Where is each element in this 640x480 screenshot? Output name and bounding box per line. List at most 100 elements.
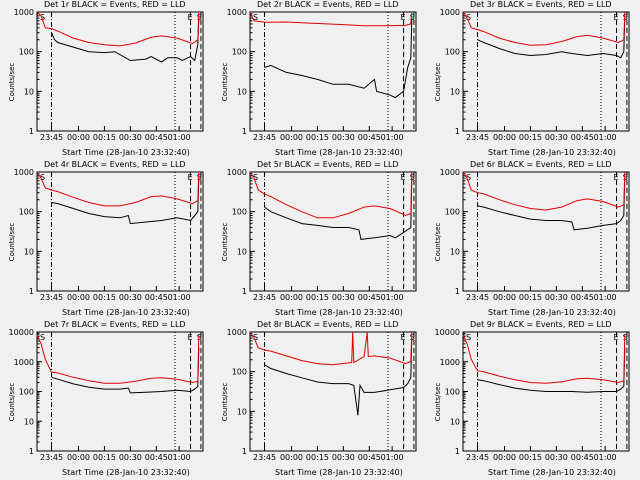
x-tick-label: 00:45 — [145, 133, 168, 142]
marker-s-label: S — [410, 173, 415, 182]
marker-s-label: S — [623, 173, 628, 182]
x-tick-label: 00:30 — [332, 133, 355, 142]
axes-frame — [36, 331, 204, 452]
y-tick-label: 1 — [455, 127, 460, 136]
panel-title: Det 9r BLACK = Events, RED = LLD — [470, 320, 612, 329]
x-tick-label: 00:45 — [571, 133, 594, 142]
x-tick-label: 00:00 — [67, 293, 90, 302]
x-tick-label: 00:00 — [67, 133, 90, 142]
marker-s-label: S — [197, 13, 202, 22]
x-tick-label: 23:45 — [466, 453, 489, 462]
lld-series-line — [462, 11, 626, 46]
panel-plot: 1 10 100 1000 23:45 00:00 00:15 00:30 00:45 01:00… — [440, 8, 630, 142]
panel-title: Det 8r BLACK = Events, RED = LLD — [257, 320, 399, 329]
axes-frame — [249, 11, 417, 132]
x-axis-label: Start Time (28-Jan-10 23:32:40) — [488, 308, 616, 317]
marker-s-label: S — [466, 13, 471, 22]
detector-panel-1: Det 1r BLACK = Events, RED = LLD Start Ti… — [0, 0, 213, 160]
panel-plot: 1 10 100 1000 10000 23:45 00:00 00:15 00:30 00:45… — [9, 328, 204, 462]
x-tick-label: 00:45 — [145, 293, 168, 302]
y-tick-label: 1 — [242, 287, 247, 296]
events-series-line — [51, 347, 200, 394]
y-tick-label: 10 — [237, 87, 247, 96]
y-tick-label: 1000 — [227, 8, 247, 17]
x-tick-label: 00:45 — [571, 293, 594, 302]
x-tick-label: 00:30 — [119, 453, 142, 462]
lld-series-line — [249, 11, 413, 27]
panel-plot: 1 10 100 1000 23:45 00:00 00:15 00:30 00:45 01:00… — [227, 168, 417, 302]
marker-s-label: S — [623, 333, 628, 342]
x-tick-label: 23:45 — [466, 133, 489, 142]
x-tick-label: 00:00 — [493, 133, 516, 142]
detector-panel-2: Det 2r BLACK = Events, RED = LLD Start Ti… — [213, 0, 426, 160]
marker-e-label: E — [400, 333, 405, 342]
marker-e-label: E — [613, 173, 618, 182]
x-tick-label: 00:45 — [145, 453, 168, 462]
x-tick-label: 01:00 — [594, 293, 617, 302]
x-tick-label: 23:45 — [253, 293, 276, 302]
x-tick-label: 00:45 — [358, 293, 381, 302]
x-axis-label: Start Time (28-Jan-10 23:32:40) — [275, 308, 403, 317]
y-tick-label: 1000 — [227, 168, 247, 177]
y-tick-label: 1000 — [14, 8, 34, 17]
y-tick-label: 10 — [450, 247, 460, 256]
panel-title: Det 6r BLACK = Events, RED = LLD — [470, 160, 612, 169]
marker-s-label: S — [40, 13, 45, 22]
y-tick-label: 100 — [232, 208, 247, 217]
y-tick-label: 100 — [445, 48, 460, 57]
x-tick-label: 00:30 — [332, 293, 355, 302]
x-tick-label: 00:00 — [280, 133, 303, 142]
detector-panel-6: Det 6r BLACK = Events, RED = LLD Start Ti… — [426, 160, 639, 320]
y-tick-label: 10000 — [435, 328, 460, 337]
x-tick-label: 00:15 — [93, 133, 116, 142]
marker-s-label: S — [253, 13, 258, 22]
panel-title: Det 2r BLACK = Events, RED = LLD — [257, 0, 399, 9]
x-tick-label: 00:15 — [93, 293, 116, 302]
x-axis-label: Start Time (28-Jan-10 23:32:40) — [275, 468, 403, 477]
axes-frame — [249, 331, 417, 452]
x-tick-label: 23:45 — [253, 133, 276, 142]
x-tick-label: 00:15 — [93, 453, 116, 462]
y-tick-label: 1 — [29, 287, 34, 296]
detector-panel-9: Det 9r BLACK = Events, RED = LLD Start Ti… — [426, 320, 639, 480]
x-tick-label: 00:15 — [519, 293, 542, 302]
detector-panel-5: Det 5r BLACK = Events, RED = LLD Start Ti… — [213, 160, 426, 320]
lld-series-line — [462, 334, 626, 384]
marker-s-label: S — [40, 173, 45, 182]
panel-plot: 1 10 100 1000 23:45 00:00 00:15 00:30 00:45 01:00… — [227, 8, 417, 142]
x-tick-label: 00:00 — [493, 293, 516, 302]
x-axis-label: Start Time (28-Jan-10 23:32:40) — [62, 468, 190, 477]
panel-plot: 1 10 100 1000 23:45 00:00 00:15 00:30 00:45 01:00… — [14, 168, 204, 302]
x-tick-label: 00:45 — [571, 453, 594, 462]
panel-plot: 1 10 100 1000 23:45 00:00 00:15 00:30 00:45 01:00… — [14, 8, 204, 142]
marker-s-label: S — [197, 173, 202, 182]
x-tick-label: 01:00 — [594, 133, 617, 142]
marker-s-label: S — [40, 333, 45, 342]
x-tick-label: 00:30 — [545, 293, 568, 302]
y-tick-label: 100 — [232, 368, 247, 377]
y-tick-label: 1000 — [14, 168, 34, 177]
panel-plot: 1 10 100 1000 10000 23:45 00:00 00:15 00:30 00:45… — [435, 328, 630, 462]
x-tick-label: 23:45 — [40, 133, 63, 142]
y-tick-label: 10 — [237, 247, 247, 256]
y-tick-label: 1 — [29, 127, 34, 136]
detector-panel-8: Det 8r BLACK = Events, RED = LLD Start Ti… — [213, 320, 426, 480]
marker-e-label: E — [613, 13, 618, 22]
detector-panel-4: Det 4r BLACK = Events, RED = LLD Start Ti… — [0, 160, 213, 320]
y-tick-label: 1 — [455, 447, 460, 456]
x-axis-label: Start Time (28-Jan-10 23:32:40) — [62, 308, 190, 317]
y-tick-label: 1000 — [440, 8, 460, 17]
x-tick-label: 01:00 — [168, 133, 191, 142]
marker-s-label: S — [410, 13, 415, 22]
x-tick-label: 00:00 — [493, 453, 516, 462]
axes-frame — [462, 171, 630, 292]
x-tick-label: 23:45 — [253, 453, 276, 462]
x-tick-label: 00:15 — [306, 133, 329, 142]
lld-series-line — [36, 11, 200, 47]
y-tick-label: 100 — [445, 388, 460, 397]
marker-e-label: E — [400, 13, 405, 22]
marker-e-label: E — [187, 173, 192, 182]
y-tick-label: 1000 — [440, 358, 460, 367]
events-series-line — [477, 178, 626, 231]
